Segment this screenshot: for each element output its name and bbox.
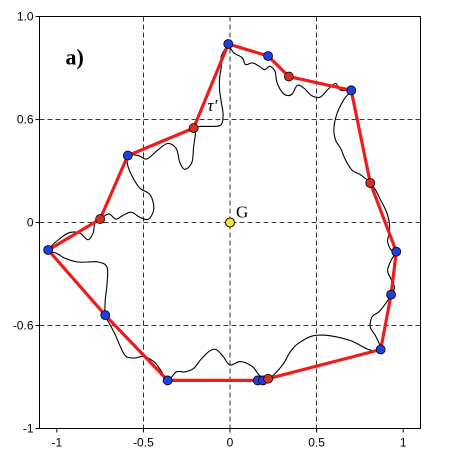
- red-vertex-point: [263, 373, 274, 384]
- x-tick-label: 1: [400, 436, 407, 450]
- blue-vertex-point: [386, 289, 396, 300]
- red-vertex-point: [95, 214, 106, 224]
- y-tick-label: -0.6: [13, 319, 34, 333]
- panel-label: a): [65, 45, 83, 70]
- polygon-vertices: [43, 39, 402, 386]
- red-vertex-point: [283, 71, 294, 82]
- x-tick-label: -1: [51, 436, 62, 450]
- center-label: G: [236, 203, 248, 222]
- grid-lines: [39, 16, 421, 429]
- y-tick-label: -1: [23, 422, 34, 436]
- x-tick-label: -0.5: [133, 436, 154, 450]
- blue-vertex-point: [100, 310, 111, 321]
- axis-ticks: [35, 16, 404, 433]
- blue-vertex-point: [263, 51, 274, 61]
- blue-vertex-point: [43, 245, 54, 255]
- blue-vertex-point: [375, 344, 386, 355]
- x-tick-label: 0: [227, 436, 234, 450]
- blue-vertex-point: [391, 246, 402, 257]
- center-point-g: [225, 217, 235, 228]
- x-tick-label: 0.5: [308, 436, 325, 450]
- y-tick-labels: -1 -0.6 0 0.6 1.0: [13, 10, 34, 436]
- blue-vertex-point: [122, 150, 133, 161]
- blue-vertex-point: [223, 39, 234, 49]
- x-tick-labels: -1 -0.5 0 0.5 1: [51, 436, 406, 450]
- blue-vertex-point: [346, 85, 357, 96]
- y-tick-label: 0: [27, 216, 34, 230]
- red-vertex-point: [365, 178, 376, 188]
- y-tick-label: 1.0: [17, 10, 34, 24]
- blue-vertex-point: [162, 375, 173, 386]
- red-vertex-point: [188, 123, 199, 133]
- y-tick-label: 0.6: [17, 113, 34, 127]
- curve-label: τ': [207, 96, 217, 115]
